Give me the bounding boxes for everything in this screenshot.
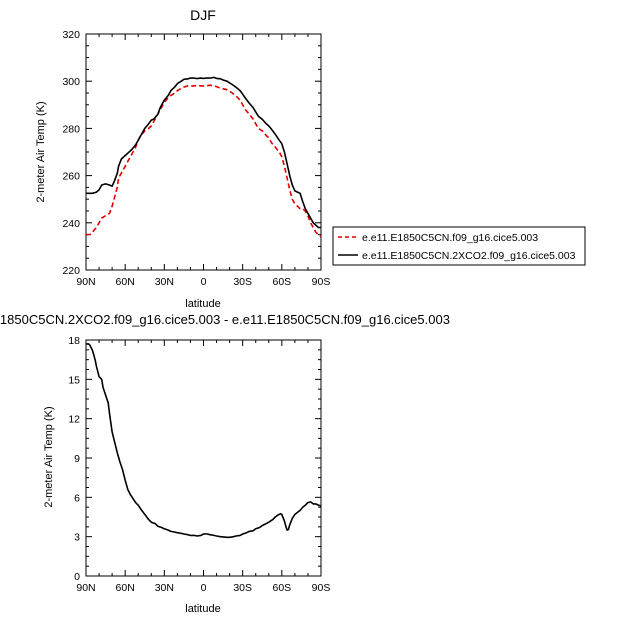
legend-label-2xco2: e.e11.E1850C5CN.2XCO2.f09_g16.cice5.003 bbox=[362, 250, 576, 262]
bottom-chart-ytick-label: 3 bbox=[74, 532, 80, 544]
bottom-chart-ytick-label: 12 bbox=[68, 414, 80, 426]
legend-box bbox=[332, 226, 586, 266]
bottom-chart: e.e11.E1850C5CN.2XCO2.f09_g16.cice5.003 … bbox=[0, 312, 450, 615]
bottom-chart-ytick-label: 18 bbox=[68, 335, 80, 347]
top-chart-ytick-label: 320 bbox=[62, 29, 80, 41]
bottom-chart-plot-area: 90N 60N 30N 0 30S 60S 90S 0 3 6 9 12 15 18 bbox=[68, 335, 330, 594]
bottom-chart-ytick-label: 0 bbox=[74, 571, 80, 583]
top-chart-series-line-1 bbox=[86, 84, 322, 238]
top-chart-xtick-label: 90N bbox=[76, 276, 95, 288]
bottom-chart-ytick-label: 9 bbox=[74, 453, 80, 465]
top-chart-ylabel: 2-meter Air Temp (K) bbox=[35, 101, 47, 202]
top-chart-xtick-label: 30S bbox=[233, 276, 252, 288]
bottom-chart-xtick-label: 0 bbox=[201, 582, 207, 594]
bottom-chart-ytick-label: 6 bbox=[74, 492, 80, 504]
top-chart-series-line-2 bbox=[86, 76, 321, 229]
bottom-chart-series-line-1 bbox=[86, 343, 322, 539]
bottom-chart-xtick-label: 30N bbox=[155, 582, 174, 594]
top-chart-title: DJF bbox=[190, 7, 216, 23]
legend-label-control: e.e11.E1850C5CN.f09_g16.cice5.003 bbox=[362, 232, 538, 244]
top-chart-ytick-label: 280 bbox=[62, 123, 80, 135]
legend: e.e11.E1850C5CN.f09_g16.cice5.003 e.e11.… bbox=[332, 226, 586, 266]
bottom-chart-title: e.e11.E1850C5CN.2XCO2.f09_g16.cice5.003 … bbox=[0, 312, 450, 327]
bottom-chart-frame bbox=[85, 339, 322, 577]
top-chart: DJF latitude 2-meter Air Temp (K) 90N 60N… bbox=[35, 7, 330, 310]
top-chart-xtick-label: 30N bbox=[155, 276, 174, 288]
top-chart-xtick-label: 60N bbox=[116, 276, 135, 288]
top-chart-ytick-label: 260 bbox=[62, 171, 80, 183]
top-chart-xtick-label: 60S bbox=[272, 276, 291, 288]
bottom-chart-xtick-label: 60S bbox=[272, 582, 291, 594]
bottom-chart-xlabel: latitude bbox=[185, 603, 220, 615]
top-chart-plot-area: 90N 60N 30N 0 30S 60S 90S 220 240 260 280 300 320 bbox=[62, 29, 330, 288]
bottom-chart-xtick-label: 90N bbox=[76, 582, 95, 594]
top-chart-frame bbox=[85, 33, 322, 271]
top-chart-xtick-label: 90S bbox=[312, 276, 331, 288]
bottom-chart-ytick-label: 15 bbox=[68, 374, 80, 386]
top-chart-ytick-label: 300 bbox=[62, 76, 80, 88]
top-chart-xtick-label: 0 bbox=[201, 276, 207, 288]
bottom-chart-xtick-label: 30S bbox=[233, 582, 252, 594]
top-chart-ytick-label: 240 bbox=[62, 218, 80, 230]
top-chart-ytick-label: 220 bbox=[62, 265, 80, 277]
bottom-chart-ylabel: 2-meter Air Temp (K) bbox=[43, 406, 55, 507]
bottom-chart-xtick-label: 90S bbox=[312, 582, 331, 594]
top-chart-xlabel: latitude bbox=[185, 298, 220, 310]
bottom-chart-xtick-label: 60N bbox=[116, 582, 135, 594]
